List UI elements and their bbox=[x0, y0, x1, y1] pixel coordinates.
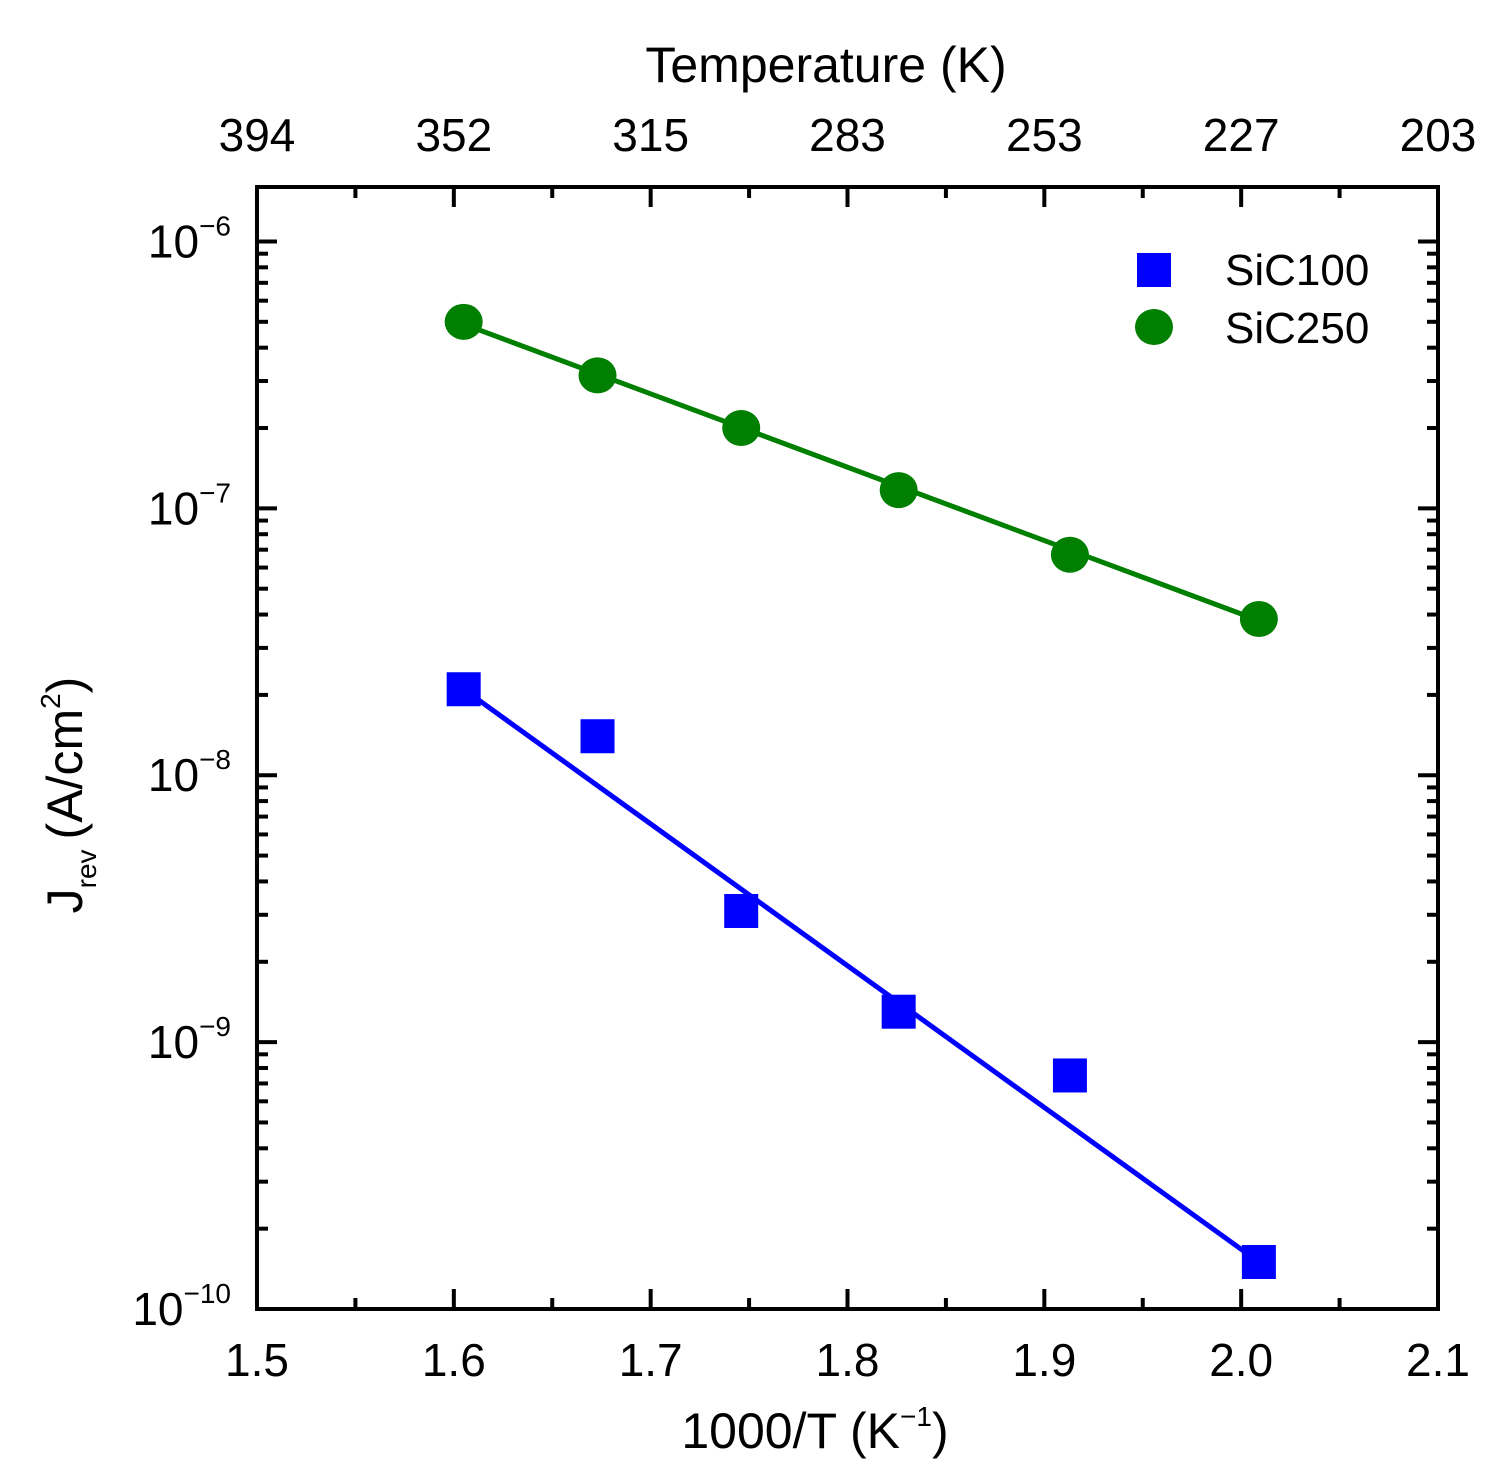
top-tick-label: 394 bbox=[219, 109, 296, 161]
fit-lines bbox=[462, 321, 1261, 1265]
x-tick-label: 2.0 bbox=[1209, 1334, 1273, 1386]
legend-label-sic250: SiC250 bbox=[1225, 304, 1369, 353]
x-axis-title: 1000/T (K−1) bbox=[681, 1401, 948, 1459]
data-point-sic100 bbox=[446, 672, 481, 707]
y-axis-title-units: (A/cm bbox=[37, 709, 93, 840]
top-tick-label: 227 bbox=[1203, 109, 1280, 161]
x-axis-title-close: ) bbox=[932, 1403, 949, 1459]
top-tick-label: 352 bbox=[415, 109, 492, 161]
legend: SiC100 SiC250 bbox=[1135, 246, 1369, 353]
data-point-sic100 bbox=[580, 719, 615, 754]
top-tick-label: 283 bbox=[809, 109, 886, 161]
top-tick-label: 203 bbox=[1400, 109, 1477, 161]
data-point-sic250 bbox=[722, 410, 761, 447]
data-markers bbox=[444, 303, 1278, 1280]
y-tick-label: 10−7 bbox=[148, 477, 231, 534]
top-axis-title: Temperature (K) bbox=[645, 37, 1006, 93]
x-tick-label: 2.1 bbox=[1406, 1334, 1470, 1386]
tick-labels: 1.5 1.6 1.7 1.8 1.9 2.0 2.1 394 352 315 283 253 227 2… bbox=[132, 109, 1476, 1386]
data-point-sic250 bbox=[444, 303, 483, 340]
data-point-sic100 bbox=[724, 893, 759, 928]
data-point-sic100 bbox=[1052, 1058, 1087, 1093]
legend-marker-sic250 bbox=[1135, 309, 1173, 345]
plot-frame-group bbox=[255, 185, 1440, 1311]
y-tick-label: 10−6 bbox=[148, 210, 231, 267]
fit-line-sic100 bbox=[462, 687, 1261, 1265]
plot-frame bbox=[255, 185, 1440, 1311]
x-tick-label: 1.8 bbox=[816, 1334, 880, 1386]
data-point-sic100 bbox=[881, 994, 916, 1029]
y-axis-title-close: ) bbox=[37, 677, 93, 694]
x-axis-title-sup: −1 bbox=[900, 1401, 932, 1432]
y-axis-title-sub: rev bbox=[71, 849, 102, 888]
top-tick-label: 315 bbox=[612, 109, 689, 161]
y-axis-title: Jrev (A/cm2) bbox=[35, 677, 102, 914]
x-tick-label: 1.7 bbox=[619, 1334, 683, 1386]
y-tick-label: 10−10 bbox=[132, 1278, 231, 1335]
y-tick-label: 10−9 bbox=[148, 1011, 231, 1068]
legend-marker-sic100 bbox=[1137, 253, 1171, 287]
top-tick-label: 253 bbox=[1006, 109, 1083, 161]
y-axis-title-main: J bbox=[37, 888, 93, 913]
legend-label-sic100: SiC100 bbox=[1225, 246, 1369, 295]
x-tick-label: 1.6 bbox=[422, 1334, 486, 1386]
x-tick-label: 1.5 bbox=[225, 1334, 289, 1386]
data-point-sic250 bbox=[1239, 600, 1278, 637]
data-point-sic250 bbox=[879, 472, 918, 509]
y-axis-title-sup: 2 bbox=[35, 693, 66, 709]
data-point-sic250 bbox=[1050, 536, 1089, 573]
y-tick-label: 10−8 bbox=[148, 744, 231, 801]
x-tick-label: 1.9 bbox=[1012, 1334, 1076, 1386]
data-point-sic250 bbox=[578, 357, 617, 394]
x-axis-title-main: 1000/T (K bbox=[681, 1403, 900, 1459]
data-point-sic100 bbox=[1241, 1245, 1276, 1280]
